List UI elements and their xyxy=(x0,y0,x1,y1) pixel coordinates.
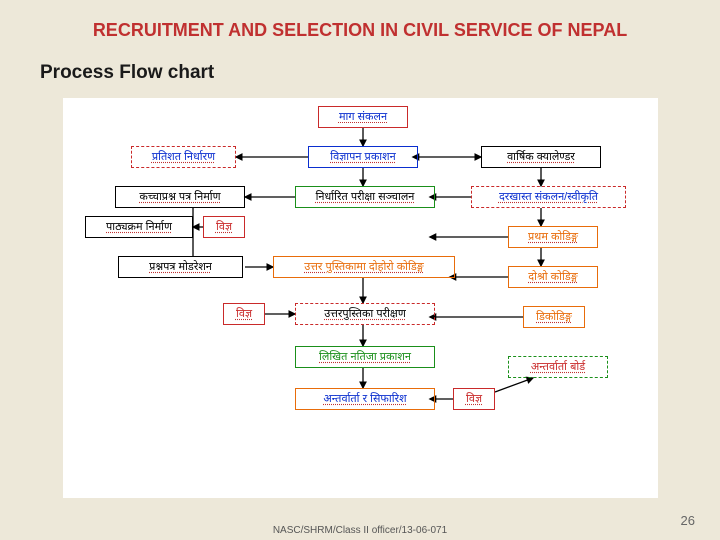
flow-node-n_pathya: पाठ्यक्रम निर्माण xyxy=(85,216,193,238)
flow-node-n_moderation: प्रश्नपत्र मोडरेशन xyxy=(118,256,243,278)
flow-node-n_antar: अन्तर्वार्ता र सिफारिश xyxy=(295,388,435,410)
flow-node-n_bigya1: विज्ञ xyxy=(203,216,245,238)
flow-node-n_dohoro: उत्तर पुस्तिकामा दोहोरो कोडिङ्ग xyxy=(273,256,455,278)
page-number: 26 xyxy=(681,513,695,528)
footer-text: NASC/SHRM/Class II officer/13-06-071 xyxy=(0,525,720,536)
flowchart-canvas: माग संकलन प्रतिशत निर्धारण विज्ञापन प्रकाश… xyxy=(63,98,658,498)
flow-node-n_parikshan: उत्तरपुस्तिका परीक्षण xyxy=(295,303,435,325)
flow-node-n_sanchalan: निर्धारित परीक्षा सञ्चालन xyxy=(295,186,435,208)
flow-node-n_decoding: डिकोडिङ्ग xyxy=(523,306,585,328)
flow-node-n_sankalan: माग संकलन xyxy=(318,106,408,128)
flow-node-n_bigyapan: विज्ञापन प्रकाशन xyxy=(308,146,418,168)
page-title: RECRUITMENT AND SELECTION IN CIVIL SERVI… xyxy=(0,20,720,41)
flow-node-n_kaccha: कच्चाप्रश्न पत्र निर्माण xyxy=(115,186,245,208)
flow-node-n_bigya3: विज्ञ xyxy=(453,388,495,410)
page-subtitle: Process Flow chart xyxy=(40,62,214,84)
flow-node-n_calendar: वार्षिक क्यालेण्डर xyxy=(481,146,601,168)
flow-node-n_darkhasta: दरखास्त संकलन/स्वीकृति xyxy=(471,186,626,208)
flow-node-n_coding1: प्रथम कोडिङ्ग xyxy=(508,226,598,248)
flow-node-n_natija: लिखित नतिजा प्रकाशन xyxy=(295,346,435,368)
flow-node-n_coding2: दोश्रो कोडिङ्ग xyxy=(508,266,598,288)
flow-node-n_board: अन्तर्वार्ता बोर्ड xyxy=(508,356,608,378)
flow-node-n_bigya2: विज्ञ xyxy=(223,303,265,325)
flow-node-n_pratishat: प्रतिशत निर्धारण xyxy=(131,146,236,168)
